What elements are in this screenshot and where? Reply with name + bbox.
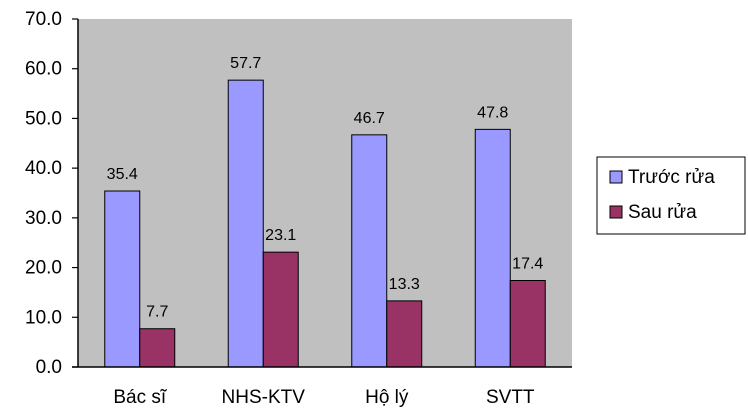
data-label-series-0-3: 47.8: [477, 104, 508, 121]
y-tick-label: 10.0: [25, 307, 62, 328]
y-tick-label: 60.0: [25, 59, 62, 80]
data-label-series-1-2: 13.3: [389, 276, 420, 293]
y-tick-label: 50.0: [25, 108, 62, 129]
x-category-label: SVTT: [486, 387, 535, 408]
data-label-series-0-2: 46.7: [354, 110, 385, 127]
legend: Trước rửa Sau rửa: [596, 156, 746, 235]
bar-series-0-2: [351, 134, 388, 368]
bar-series-0-1: [227, 79, 264, 368]
data-label-series-1-0: 7.7: [146, 304, 168, 321]
bar-series-0-3: [474, 128, 511, 368]
y-tick-label: 40.0: [25, 158, 62, 179]
data-label-series-0-0: 35.4: [107, 166, 138, 183]
x-category-label: NHS-KTV: [222, 387, 306, 408]
legend-swatch-series-1: [609, 205, 623, 219]
legend-label-series-1: Sau rửa: [628, 202, 697, 223]
data-label-series-0-1: 57.7: [230, 55, 261, 72]
y-tick-label: 20.0: [25, 258, 62, 279]
data-label-series-1-1: 23.1: [265, 227, 296, 244]
bar-series-1-1: [262, 251, 299, 368]
y-tick-label: 30.0: [25, 208, 62, 229]
legend-label-series-0: Trước rửa: [628, 167, 715, 188]
legend-box: [596, 156, 746, 235]
data-label-series-1-3: 17.4: [512, 255, 543, 272]
bar-series-1-0: [139, 328, 176, 368]
y-tick-label: 0.0: [36, 357, 62, 378]
x-category-label: Bác sĩ: [113, 387, 167, 408]
bar-series-1-3: [509, 279, 546, 368]
y-tick-label: 70.0: [25, 9, 62, 30]
legend-swatch-series-0: [609, 170, 623, 184]
bar-series-1-2: [386, 300, 423, 368]
x-category-label: Hộ lý: [365, 387, 409, 408]
bar-series-0-0: [104, 190, 141, 368]
